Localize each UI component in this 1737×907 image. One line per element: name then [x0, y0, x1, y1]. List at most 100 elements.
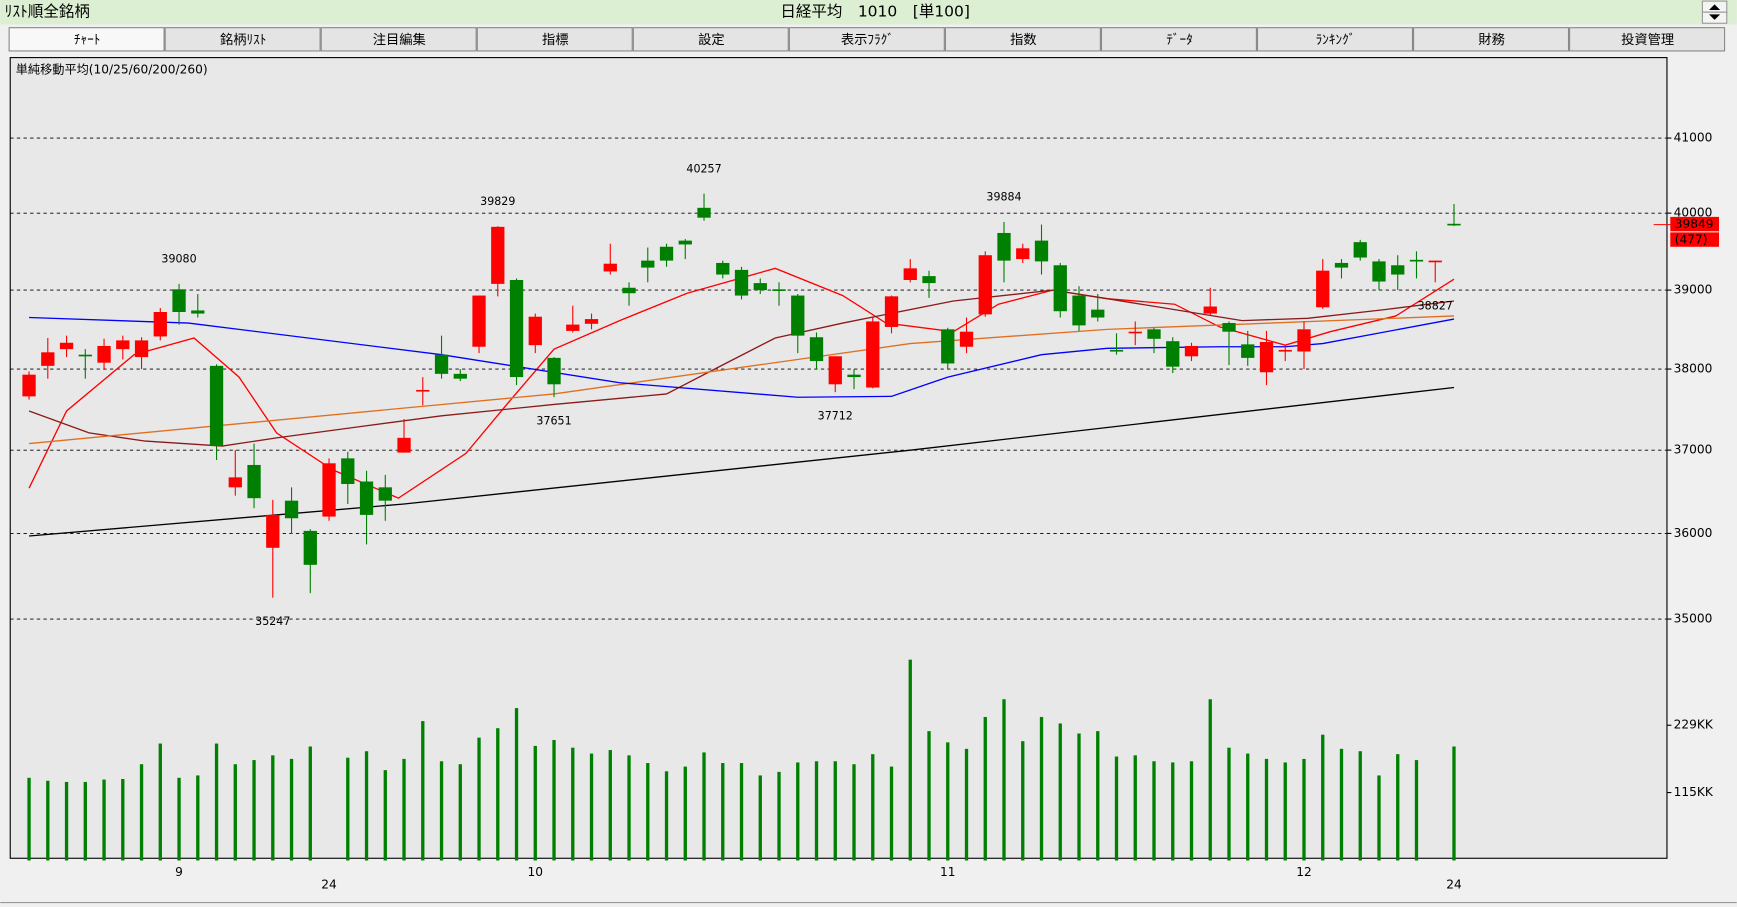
tab-label[interactable]: ﾃﾞｰﾀ: [1166, 32, 1193, 48]
price-annotation: 40257: [686, 162, 721, 175]
tab[interactable]: [476, 27, 633, 52]
candle-body: [997, 232, 1011, 261]
candle-body: [22, 374, 36, 397]
candle-body: [1297, 329, 1311, 352]
tab[interactable]: [164, 27, 321, 52]
volume-bar: [796, 762, 800, 861]
candle-body: [191, 310, 205, 314]
tab[interactable]: [8, 27, 165, 52]
volume-bar: [158, 743, 162, 861]
candle-body: [1109, 349, 1124, 352]
volume-bar: [346, 757, 350, 861]
y-tick-label: 38000: [1674, 362, 1713, 376]
candle-body: [1222, 323, 1236, 332]
volume-bar: [1058, 723, 1062, 861]
candle-body: [303, 530, 317, 565]
tab-label[interactable]: 投資管理: [1621, 32, 1674, 48]
volume-bar: [1021, 741, 1025, 861]
list-name: ﾘｽﾄ順全銘柄: [5, 3, 90, 21]
tab[interactable]: [1100, 27, 1257, 52]
candle-body: [1184, 345, 1199, 357]
y-tick-label: 37000: [1674, 443, 1713, 457]
tab-label[interactable]: ﾁｬｰﾄ: [74, 33, 101, 48]
x-tick-label: 10: [528, 865, 544, 879]
volume-bar: [889, 766, 894, 861]
candle-body: [884, 296, 899, 327]
volume-bar: [739, 763, 744, 861]
tab-label[interactable]: 設定: [698, 32, 725, 48]
tab-label[interactable]: 銘柄ﾘｽﾄ: [220, 32, 266, 48]
volume-bar: [589, 753, 594, 861]
price-annotation: 39884: [986, 191, 1021, 204]
moving-average-line: [28, 289, 1455, 447]
candle-body: [1391, 265, 1405, 275]
volume-bar: [102, 779, 106, 861]
tab-label[interactable]: 指標: [542, 32, 569, 48]
candle-body: [1034, 240, 1049, 262]
scroll-up-icon: [1709, 4, 1721, 10]
scroll-down-icon: [1709, 14, 1721, 20]
change-box: [1670, 232, 1720, 247]
top-bar: [0, 0, 1737, 25]
volume-bar: [289, 758, 294, 861]
moving-average-line: [28, 386, 1455, 537]
tab[interactable]: [1413, 27, 1570, 52]
x-tick-label: 9: [175, 865, 183, 879]
volume-bar: [214, 743, 219, 861]
volume-bar: [1189, 761, 1194, 861]
candle-body: [528, 316, 542, 346]
candle-body: [566, 324, 580, 331]
tab-label[interactable]: 指数: [1010, 32, 1037, 48]
volume-bar: [1414, 760, 1419, 861]
volume-bar: [1077, 733, 1081, 861]
volume-bar: [1339, 748, 1344, 861]
tab[interactable]: [632, 27, 789, 52]
volume-bar: [1039, 716, 1044, 861]
y-tick-label: 36000: [1674, 526, 1713, 540]
candle-body: [1259, 341, 1274, 373]
candle-body: [866, 321, 880, 388]
volume-bar: [383, 770, 387, 861]
volume-bar: [1002, 699, 1006, 861]
candle-body: [809, 337, 824, 362]
candle-body: [716, 262, 730, 275]
volume-bar: [27, 777, 31, 861]
indicator-title: 単純移動平均(10/25/60/200/260): [16, 62, 208, 76]
price-annotation: 37651: [536, 414, 571, 427]
tab[interactable]: [944, 27, 1101, 52]
tab[interactable]: [1256, 27, 1414, 52]
candle-body: [116, 340, 130, 350]
tab-label[interactable]: 注目編集: [373, 32, 426, 48]
candle-body: [1053, 265, 1067, 312]
volume-bar: [1227, 747, 1231, 861]
volume-bar: [1114, 756, 1119, 861]
y-tick-label: 35000: [1674, 612, 1713, 626]
candle-body: [678, 240, 692, 245]
volume-bar: [514, 708, 519, 861]
tab[interactable]: [1569, 27, 1726, 52]
last-price-box: [1670, 216, 1720, 232]
volume-bar: [552, 739, 556, 861]
candle-body: [1353, 242, 1367, 258]
volume-bar: [121, 778, 125, 861]
candle-body: [1334, 262, 1349, 268]
candle-body: [659, 246, 674, 261]
price-annotation: 39080: [161, 253, 196, 266]
volume-bar: [814, 761, 819, 861]
volume-bar: [402, 758, 406, 861]
tab-label[interactable]: ﾗﾝｷﾝｸﾞ: [1316, 32, 1356, 48]
tab[interactable]: [320, 27, 477, 52]
candle-body: [1372, 261, 1386, 282]
candle-body: [491, 226, 505, 284]
tab[interactable]: [788, 27, 945, 52]
candle-body: [153, 312, 167, 337]
volume-bar: [721, 763, 725, 861]
volume-bar: [1152, 761, 1156, 861]
volume-bar: [702, 752, 706, 861]
tab-label[interactable]: 財務: [1478, 32, 1505, 48]
candle-body: [284, 500, 299, 519]
volume-bar: [421, 721, 425, 861]
volume-bar: [458, 764, 462, 861]
tab-label[interactable]: 表示ﾌﾗｸﾞ: [841, 32, 894, 48]
y-tick-label: 41000: [1674, 131, 1713, 145]
